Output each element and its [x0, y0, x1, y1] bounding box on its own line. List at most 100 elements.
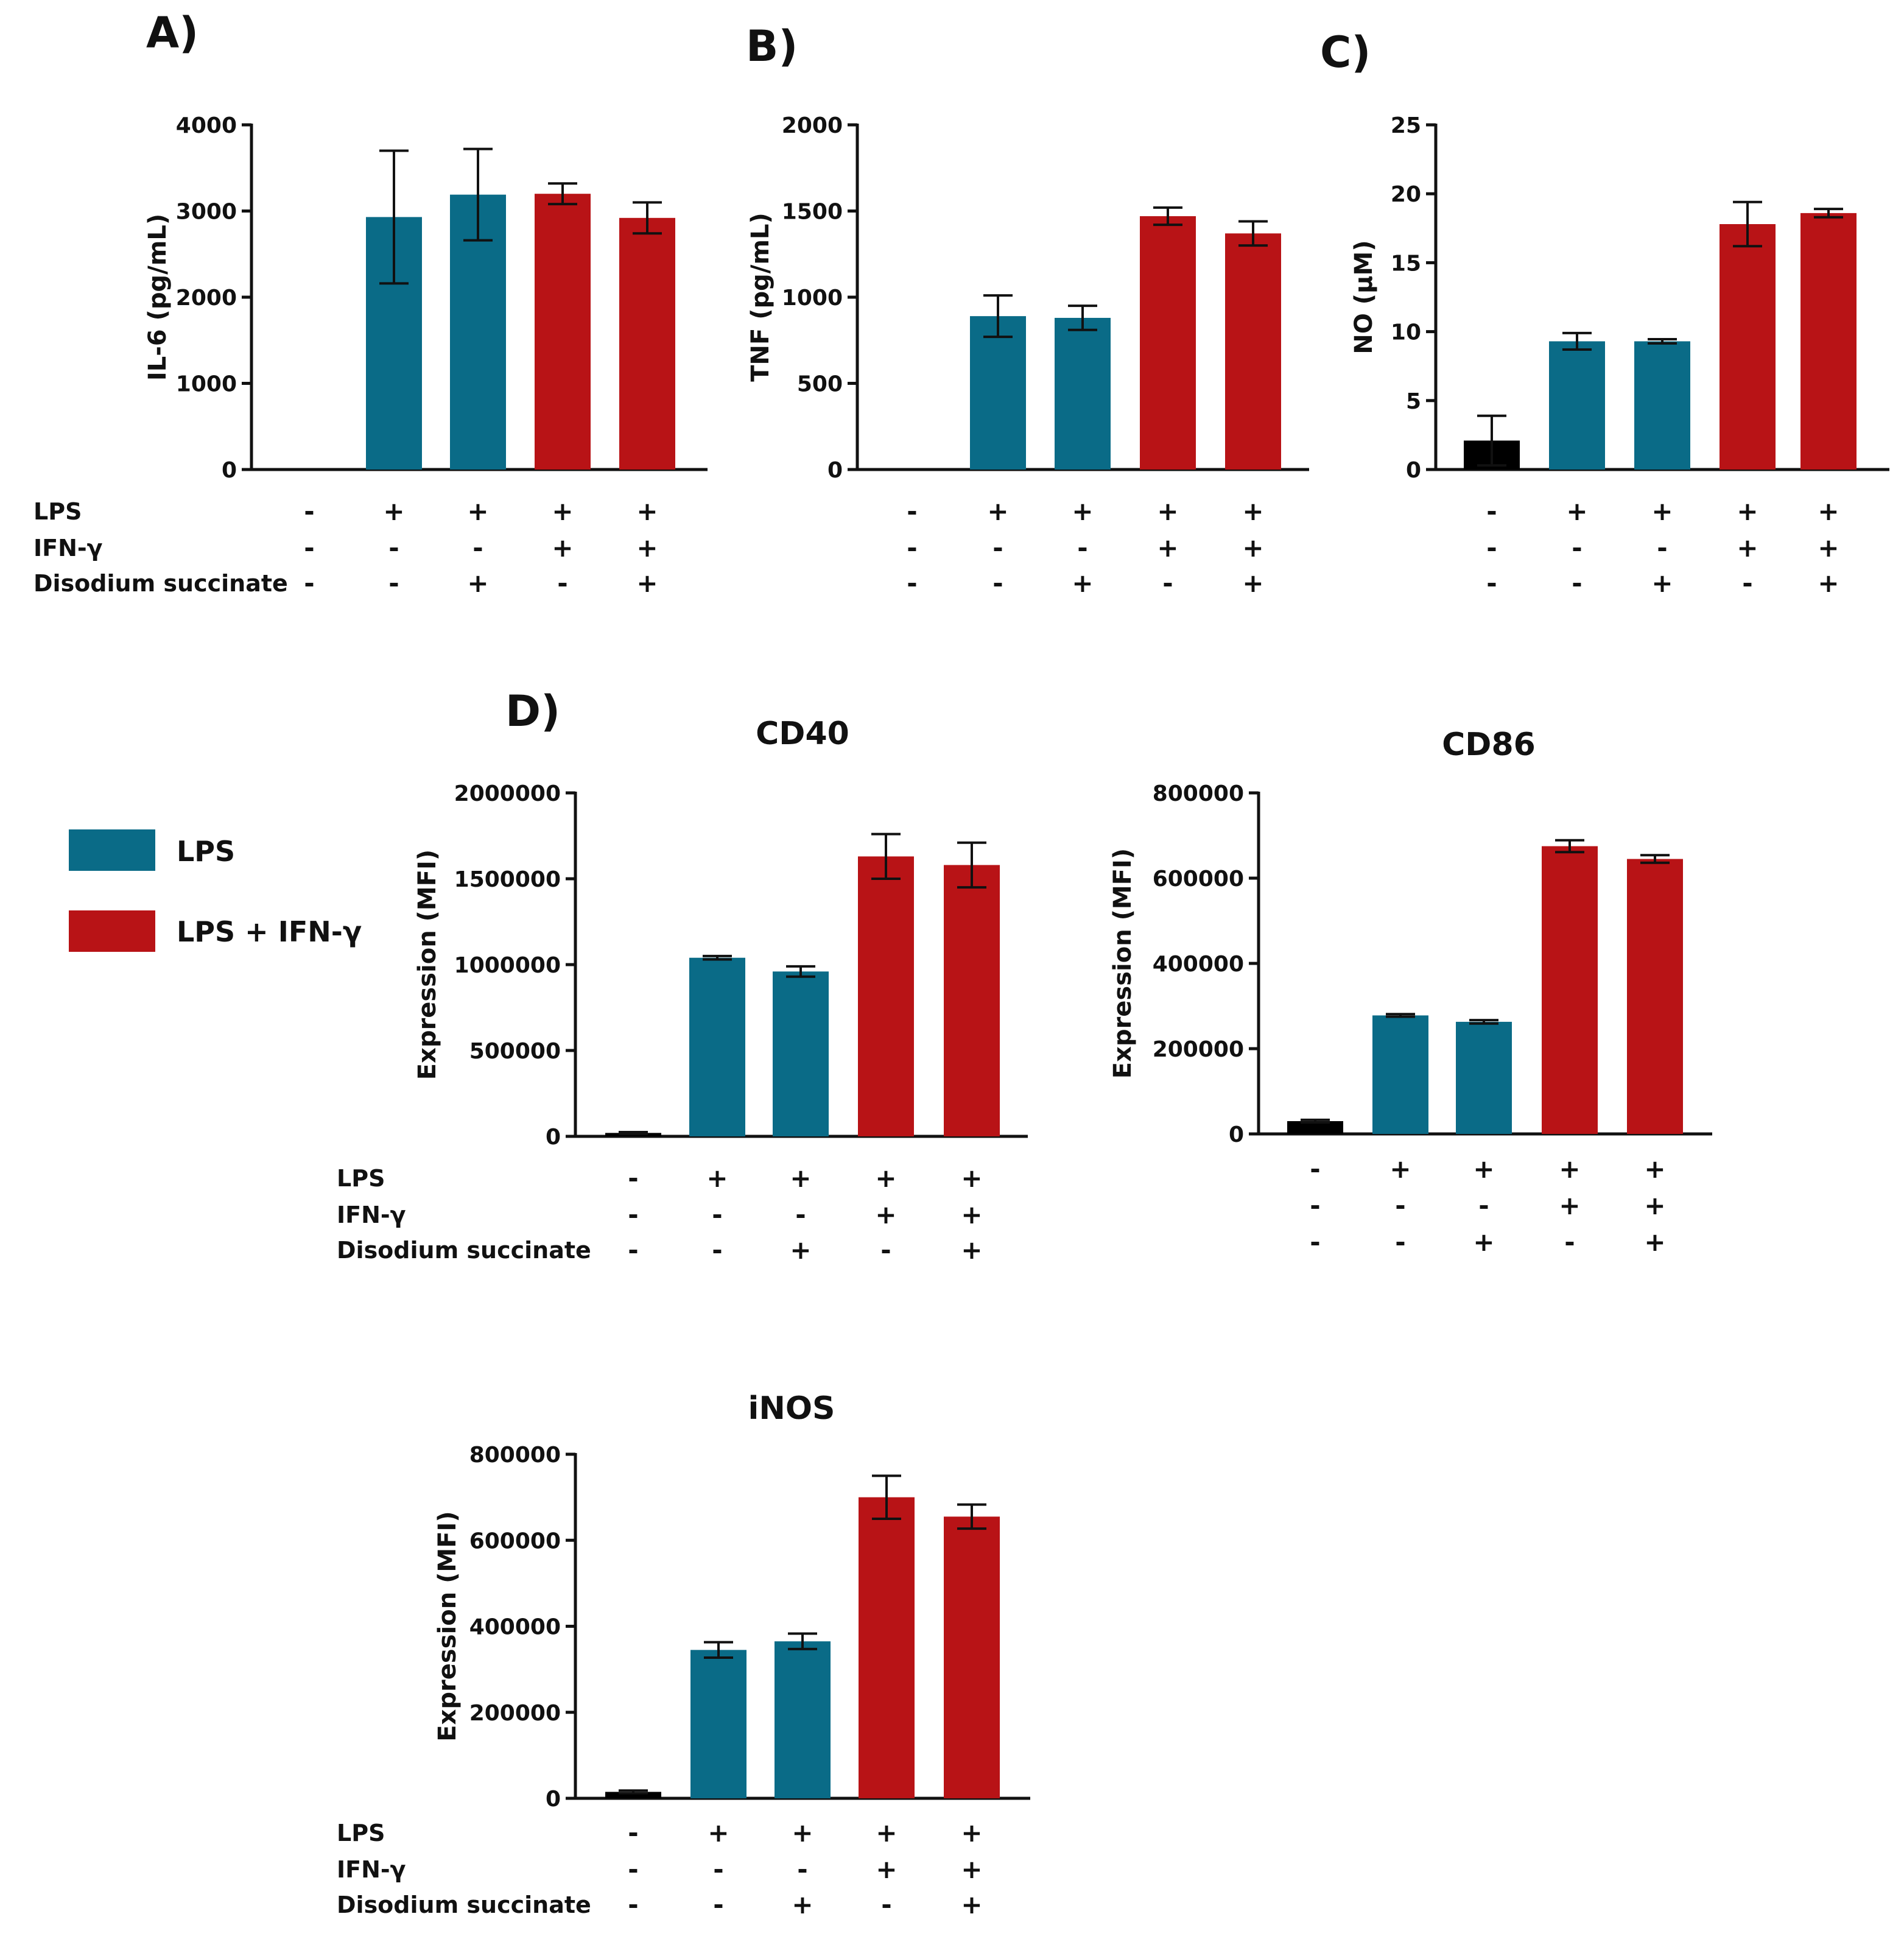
chart-inos: iNOS 0 200000 400000 600000 800000 Expression… [337, 1390, 1030, 1920]
y-tick-label: 25 [1391, 113, 1421, 138]
bar [1542, 846, 1598, 1134]
condition-sign: + [1242, 568, 1263, 598]
bar [1456, 1021, 1512, 1134]
condition-sign: + [636, 496, 658, 526]
condition-sign: + [467, 496, 488, 526]
y-tick-label: 400000 [469, 1615, 561, 1640]
y-axis-label: Expression (MFI) [413, 850, 441, 1080]
condition-sign: + [987, 496, 1008, 526]
y-tick-label: 2000 [176, 286, 237, 311]
bar [944, 1516, 1000, 1798]
bar [944, 865, 1000, 1136]
y-tick-label: 0 [546, 1125, 561, 1150]
condition-sign: - [1162, 568, 1173, 598]
y-tick-label: 15 [1391, 251, 1421, 276]
bar [1720, 224, 1776, 470]
y-tick-label: 5 [1406, 389, 1421, 414]
condition-sign: + [636, 533, 658, 563]
y-tick-label: 3000 [176, 200, 237, 225]
condition-sign: + [383, 496, 404, 526]
bar [605, 1792, 661, 1798]
condition-sign: - [881, 1890, 891, 1920]
condition-sign: + [876, 1854, 897, 1884]
condition-sign: - [880, 1235, 891, 1265]
condition-sign: + [1644, 1154, 1665, 1184]
bar [690, 1650, 746, 1798]
condition-sign: + [1651, 568, 1673, 598]
condition-sign: + [1473, 1227, 1494, 1257]
condition-row-label: IFN-γ [33, 535, 103, 561]
condition-sign: + [1644, 1191, 1665, 1220]
y-axis-label: NO (µM) [1350, 240, 1378, 354]
condition-sign: - [1395, 1227, 1405, 1257]
condition-sign: - [1486, 496, 1497, 526]
condition-sign: + [1072, 496, 1093, 526]
condition-sign: - [1657, 533, 1667, 563]
panel-letter-b: B) [746, 21, 798, 71]
condition-sign: + [1644, 1227, 1665, 1257]
y-tick-label: 2000000 [454, 781, 561, 806]
bar [1549, 341, 1605, 470]
condition-sign: - [1564, 1227, 1575, 1257]
condition-sign: + [792, 1818, 813, 1848]
chart-title-cd40: CD40 [756, 716, 849, 752]
y-axis-label: IL-6 (pg/mL) [144, 214, 172, 381]
bar [535, 194, 591, 470]
chart-no: C) 0 5 10 15 20 25 NO (µM) - + + + + - - - + + - - + - + [1320, 27, 1889, 598]
legend-label-lps-ifn: LPS + IFN-γ [177, 915, 362, 948]
condition-sign: - [628, 1163, 638, 1193]
condition-sign: - [628, 1890, 638, 1920]
condition-sign: - [1486, 533, 1497, 563]
condition-sign: + [1566, 496, 1587, 526]
bar [1225, 233, 1281, 470]
condition-sign: + [1737, 533, 1758, 563]
condition-row-label: LPS [33, 498, 82, 525]
condition-sign: + [552, 533, 573, 563]
condition-sign: - [992, 568, 1003, 598]
condition-sign: + [790, 1163, 811, 1193]
y-tick-label: 1500 [782, 200, 843, 225]
condition-sign: + [961, 1163, 982, 1193]
condition-sign: + [1242, 533, 1263, 563]
condition-sign: + [961, 1818, 982, 1848]
condition-sign: + [1818, 533, 1839, 563]
condition-sign: - [1077, 533, 1087, 563]
chart-il6: A) 0 1000 2000 3000 4000 IL-6 (pg/mL) LPS - + + + +… [33, 8, 708, 598]
y-axis-label: Expression (MFI) [1109, 848, 1137, 1079]
condition-sign: + [1559, 1191, 1580, 1220]
y-tick-label: 400000 [1153, 952, 1244, 977]
bar [1055, 317, 1111, 470]
condition-sign: + [1157, 533, 1178, 563]
y-tick-label: 1000 [782, 286, 843, 311]
y-tick-label: 800000 [1153, 781, 1244, 806]
condition-row-label: LPS [337, 1820, 385, 1846]
y-axis-label: Expression (MFI) [434, 1511, 462, 1741]
condition-row-label: IFN-γ [337, 1856, 406, 1883]
y-tick-label: 1000 [176, 372, 237, 397]
condition-row-label: Disodium succinate [337, 1891, 591, 1918]
condition-sign: + [706, 1163, 728, 1193]
bar [775, 1641, 831, 1798]
condition-sign: + [1737, 496, 1758, 526]
condition-sign: - [1310, 1227, 1320, 1257]
y-tick-label: 10 [1391, 320, 1421, 345]
condition-sign: - [795, 1200, 806, 1230]
y-tick-label: 20 [1391, 182, 1421, 207]
y-tick-label: 800000 [469, 1443, 561, 1468]
condition-sign: - [1478, 1191, 1489, 1220]
y-tick-label: 2000 [782, 113, 843, 138]
condition-sign: - [628, 1235, 638, 1265]
legend: LPS LPS + IFN-γ [69, 829, 362, 952]
y-tick-label: 1500000 [454, 867, 561, 892]
panel-letter-c: C) [1320, 27, 1371, 77]
y-tick-label: 0 [1406, 458, 1421, 483]
condition-row-label: LPS [337, 1165, 385, 1192]
y-tick-label: 4000 [176, 113, 237, 138]
bar [773, 971, 829, 1136]
bar [970, 316, 1026, 470]
condition-sign: + [790, 1235, 811, 1265]
condition-row-label: IFN-γ [337, 1202, 406, 1228]
legend-swatch-lps [69, 829, 155, 871]
chart-cd40: D) CD40 0 500000 1000000 1500000 2000000 Expr… [337, 686, 1028, 1265]
bar [619, 217, 675, 470]
